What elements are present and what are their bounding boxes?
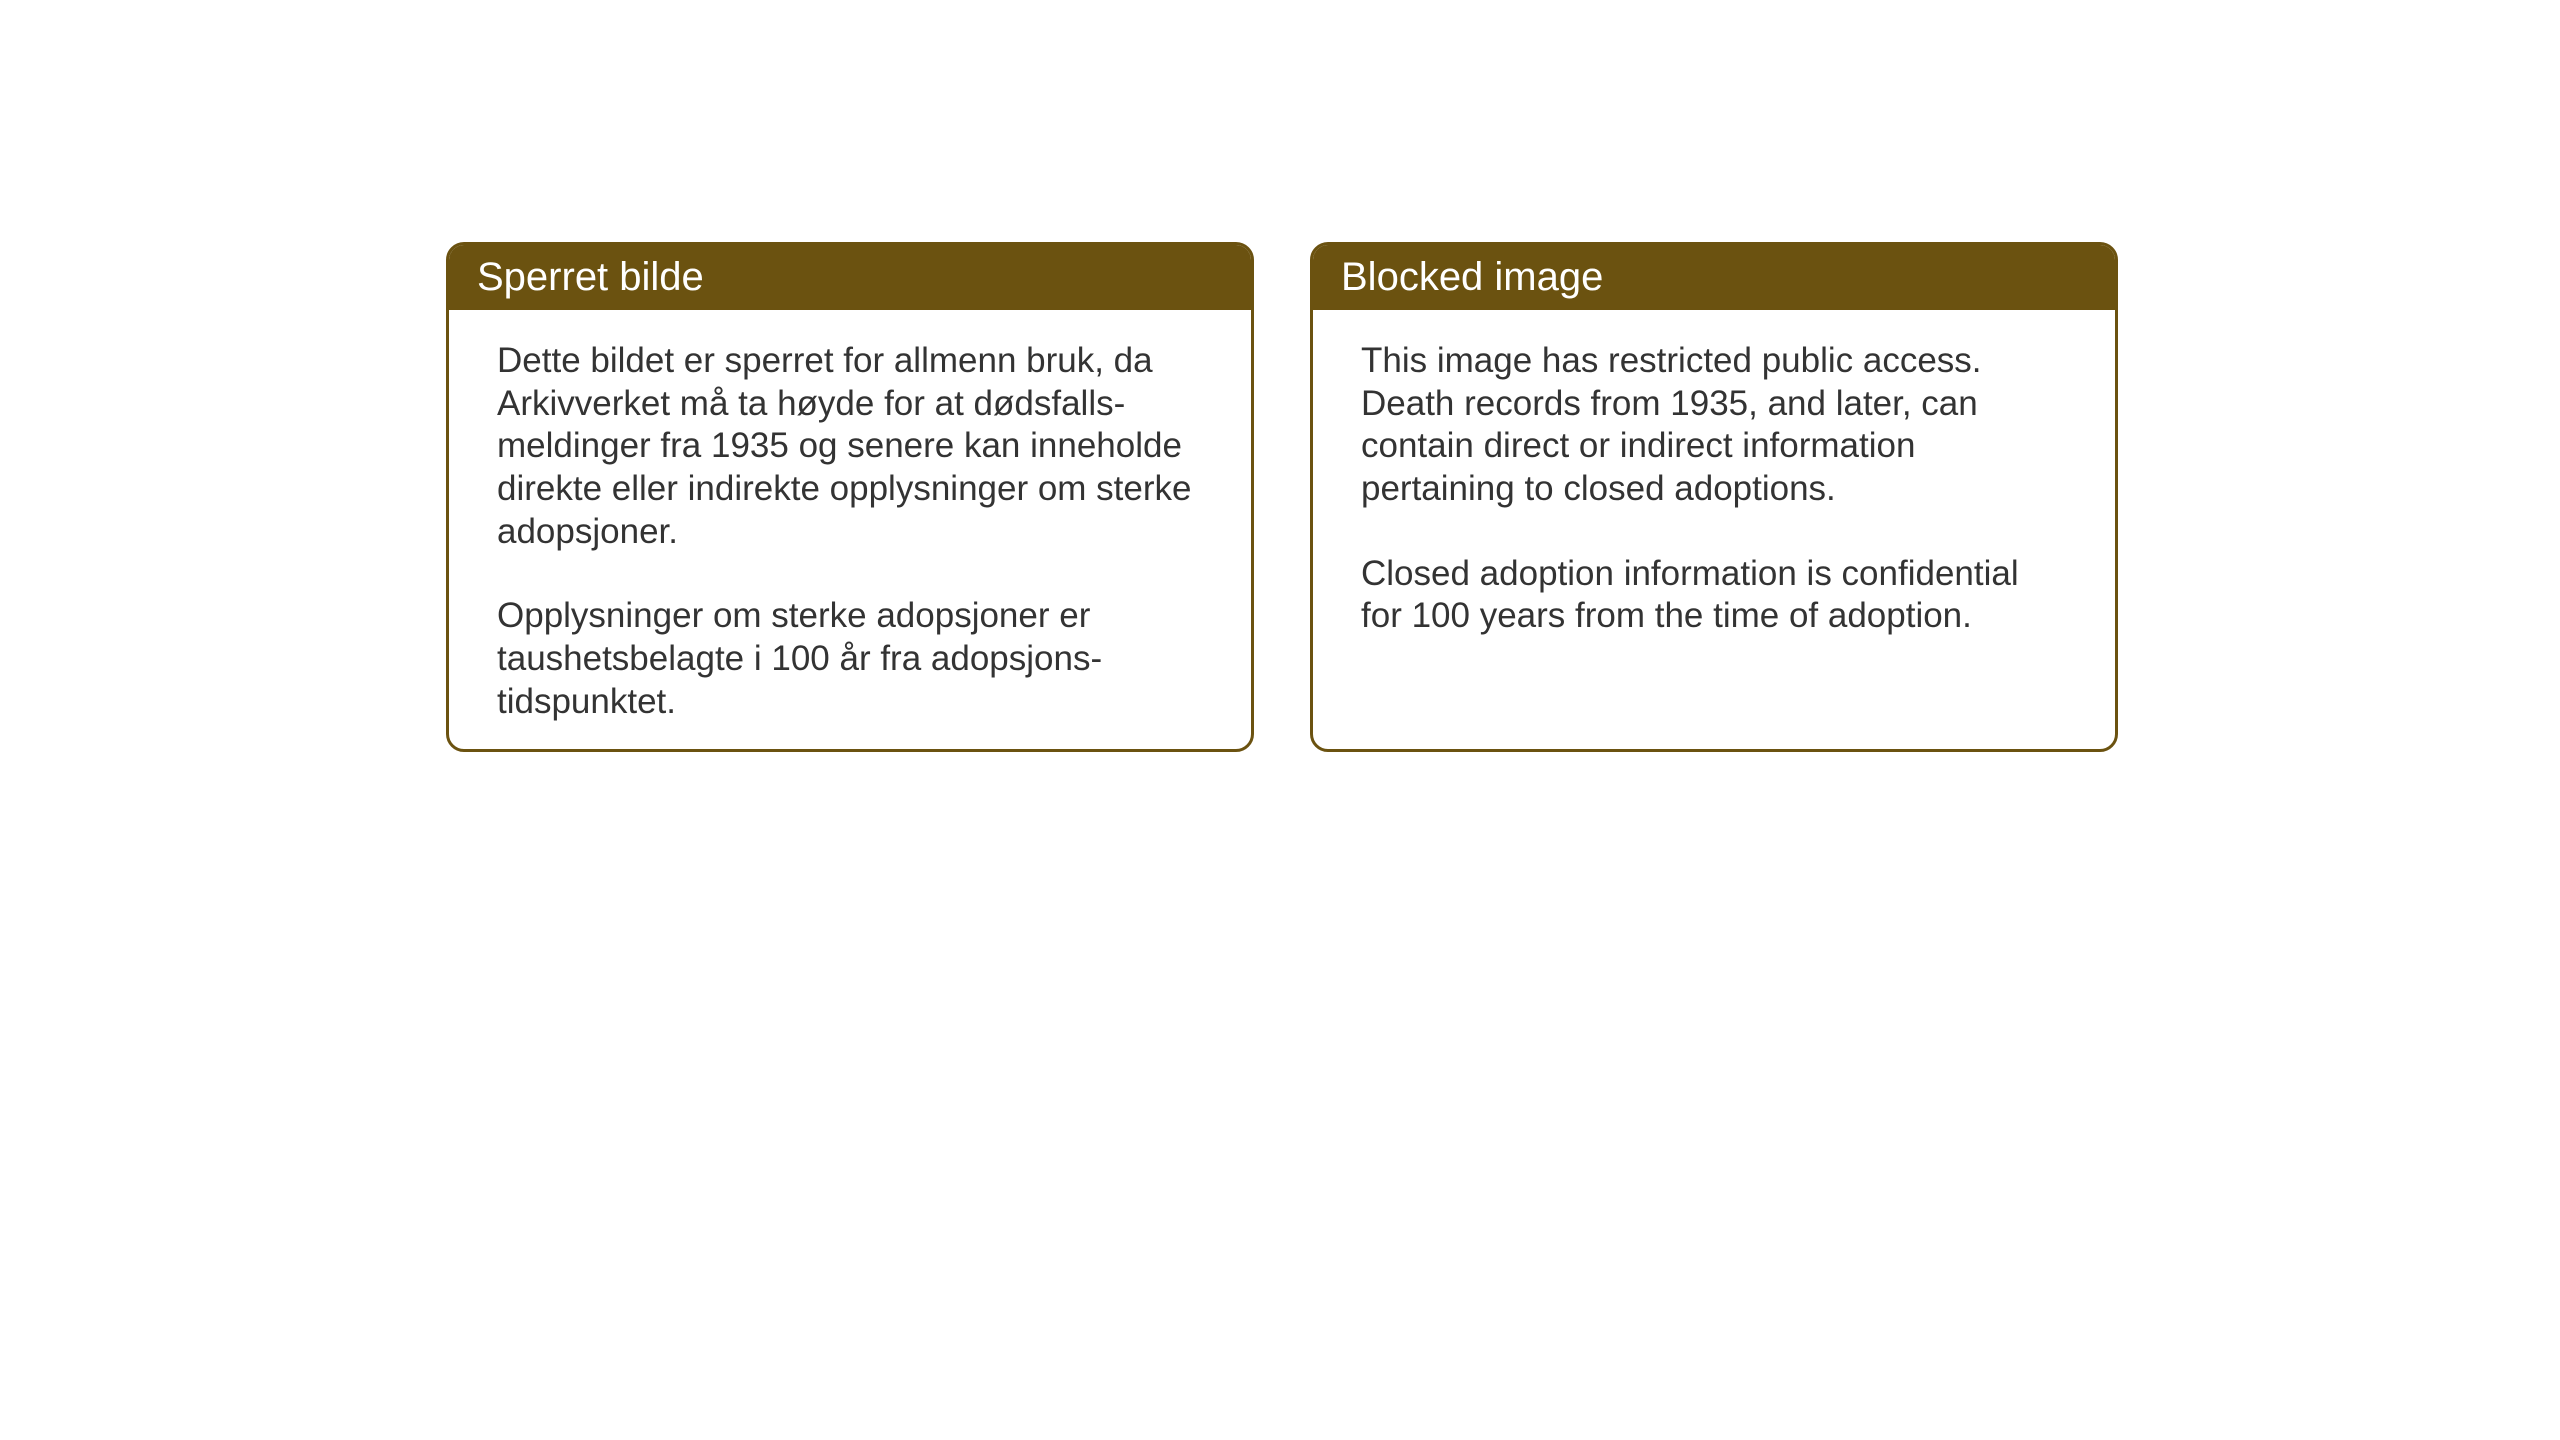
english-notice-card: Blocked image This image has restricted …: [1310, 242, 2118, 752]
norwegian-paragraph-2: Opplysninger om sterke adopsjoner er tau…: [497, 595, 1203, 723]
english-card-header: Blocked image: [1313, 245, 2115, 310]
english-paragraph-1: This image has restricted public access.…: [1361, 340, 2067, 511]
english-card-body: This image has restricted public access.…: [1313, 310, 2115, 668]
norwegian-notice-card: Sperret bilde Dette bildet er sperret fo…: [446, 242, 1254, 752]
norwegian-card-header: Sperret bilde: [449, 245, 1251, 310]
norwegian-paragraph-1: Dette bildet er sperret for allmenn bruk…: [497, 340, 1203, 553]
notice-container: Sperret bilde Dette bildet er sperret fo…: [446, 242, 2118, 752]
english-paragraph-2: Closed adoption information is confident…: [1361, 553, 2067, 638]
english-card-title: Blocked image: [1341, 255, 1603, 299]
norwegian-card-body: Dette bildet er sperret for allmenn bruk…: [449, 310, 1251, 752]
norwegian-card-title: Sperret bilde: [477, 255, 704, 299]
